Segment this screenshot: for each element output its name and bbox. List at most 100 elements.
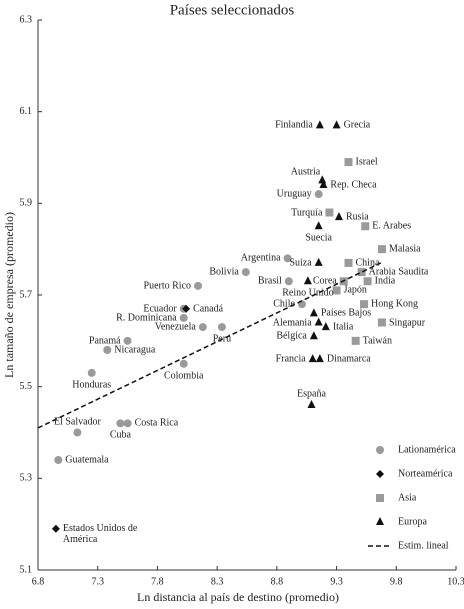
y-tick-label: 5.1 bbox=[20, 564, 33, 575]
point bbox=[357, 268, 366, 277]
point bbox=[318, 175, 327, 184]
point-label: Austria bbox=[290, 166, 321, 178]
point bbox=[314, 221, 323, 230]
point bbox=[123, 336, 132, 345]
y-axis-label: Ln tamaño de empresa (promedio) bbox=[2, 212, 16, 378]
point-label: Israel bbox=[355, 156, 378, 168]
point bbox=[103, 346, 112, 354]
y-tick-label: 6.3 bbox=[20, 14, 33, 25]
point-label: Honduras bbox=[72, 379, 112, 391]
point-label: Suiza bbox=[289, 257, 312, 269]
point bbox=[332, 286, 341, 295]
legend-swatch bbox=[376, 494, 384, 502]
point bbox=[334, 212, 343, 221]
point-label: Bolivia bbox=[209, 266, 239, 278]
point bbox=[325, 208, 334, 217]
point-label: Japón bbox=[343, 284, 367, 296]
point bbox=[351, 336, 360, 345]
point bbox=[179, 313, 188, 322]
point-label: Panamá bbox=[88, 335, 121, 347]
point bbox=[73, 428, 82, 437]
point-label: Estados Unidos de América bbox=[62, 522, 138, 545]
point bbox=[309, 308, 318, 317]
legend-label: Europa bbox=[398, 516, 427, 527]
y-tick-label: 5.9 bbox=[20, 198, 33, 209]
point bbox=[309, 331, 318, 340]
x-tick-label: 10.3 bbox=[447, 576, 464, 587]
point-label: India bbox=[374, 275, 396, 287]
point-label: Dinamarca bbox=[326, 353, 371, 365]
point-label: Bélgica bbox=[276, 330, 307, 342]
point-label: Alemania bbox=[272, 317, 312, 328]
point-label: Arabia Saudita bbox=[368, 266, 429, 278]
point-label: Singapur bbox=[388, 317, 426, 328]
point-label: Corea bbox=[312, 275, 337, 287]
point bbox=[194, 281, 203, 290]
point bbox=[332, 120, 341, 129]
point bbox=[179, 359, 188, 368]
point bbox=[315, 354, 324, 363]
point bbox=[217, 323, 226, 332]
point bbox=[314, 190, 323, 199]
legend-swatch bbox=[376, 517, 384, 525]
point-label: China bbox=[355, 257, 380, 269]
point bbox=[319, 180, 328, 188]
point bbox=[307, 400, 316, 408]
point bbox=[314, 317, 323, 326]
point bbox=[116, 419, 125, 428]
point-label: Rusia bbox=[345, 211, 369, 223]
point-label: Brasil bbox=[257, 275, 282, 287]
legend-label: Estim. lineal bbox=[398, 540, 449, 551]
legend-swatch bbox=[376, 470, 384, 478]
point bbox=[54, 456, 63, 464]
point bbox=[363, 277, 372, 286]
legend-label: Lationamérica bbox=[398, 444, 456, 455]
y-tick-label: 5.7 bbox=[20, 289, 33, 300]
x-tick-label: 7.3 bbox=[91, 576, 104, 587]
point-label: Rep. Checa bbox=[330, 179, 377, 191]
point bbox=[377, 318, 386, 327]
point-label: Francia bbox=[275, 353, 306, 365]
point-label: Hong Kong bbox=[371, 298, 418, 310]
x-tick-label: 8.3 bbox=[211, 576, 224, 587]
legend-label: Asia bbox=[398, 492, 417, 503]
legend-label: Norteamérica bbox=[398, 468, 453, 479]
point-label: R. Dominicana bbox=[116, 312, 177, 324]
point-label: Italia bbox=[332, 321, 354, 333]
point bbox=[283, 254, 292, 263]
point-label: Países Bajos bbox=[320, 307, 372, 319]
point-label: Malasia bbox=[388, 243, 421, 255]
point bbox=[182, 304, 191, 313]
point-label: Perú bbox=[212, 333, 232, 345]
point-label: Colombia bbox=[163, 370, 204, 382]
y-tick-label: 6.1 bbox=[20, 106, 33, 117]
point-label: Canadá bbox=[193, 303, 224, 315]
point-label: Taiwán bbox=[362, 335, 392, 347]
point bbox=[87, 368, 96, 377]
point-label: E. Arabes bbox=[372, 220, 412, 232]
point-label: Finlandia bbox=[275, 119, 313, 131]
point bbox=[344, 158, 353, 167]
point bbox=[360, 300, 369, 309]
point bbox=[377, 245, 386, 254]
legend-swatch bbox=[376, 446, 384, 454]
x-axis-label: Ln distancia al país de destino (promedi… bbox=[137, 590, 339, 604]
chart-title: Países seleccionados bbox=[170, 2, 295, 18]
point bbox=[344, 258, 353, 267]
point bbox=[303, 276, 312, 285]
point-label: El Salvador bbox=[53, 416, 101, 427]
point-label: España bbox=[297, 388, 326, 400]
x-tick-label: 7.8 bbox=[151, 576, 164, 587]
y-tick-label: 5.3 bbox=[20, 473, 33, 484]
point-label: Guatemala bbox=[65, 454, 109, 466]
point-label: Reino Unido bbox=[282, 287, 334, 299]
point bbox=[284, 277, 293, 286]
point bbox=[123, 419, 132, 428]
y-tick-label: 5.5 bbox=[20, 381, 33, 392]
point-label: Venezuela bbox=[154, 321, 196, 333]
x-tick-label: 9.8 bbox=[390, 576, 403, 587]
point-label: Uruguay bbox=[276, 188, 312, 200]
point-label: Puerto Rico bbox=[143, 280, 192, 292]
point bbox=[361, 222, 370, 231]
